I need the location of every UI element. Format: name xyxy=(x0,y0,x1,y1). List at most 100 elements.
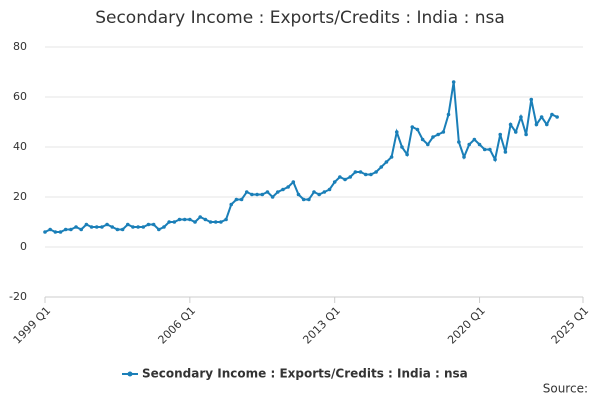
point xyxy=(229,202,234,207)
x-tick-label: 2013 Q1 xyxy=(300,304,343,347)
point xyxy=(322,190,327,194)
point xyxy=(157,227,161,232)
x-tick-label: 2025 Q1 xyxy=(549,304,592,347)
point xyxy=(462,155,466,159)
point xyxy=(426,142,430,147)
point xyxy=(384,160,389,164)
point xyxy=(244,190,249,194)
x-tick-label: 2006 Q1 xyxy=(156,304,199,347)
point xyxy=(327,187,332,192)
point xyxy=(332,180,337,184)
point xyxy=(415,127,420,132)
point xyxy=(400,145,404,149)
y-tick-label: 20 xyxy=(13,190,27,203)
point xyxy=(141,225,146,229)
point xyxy=(203,217,208,222)
point xyxy=(270,195,275,199)
point xyxy=(394,130,399,134)
point xyxy=(188,217,192,222)
point xyxy=(457,140,461,144)
point xyxy=(369,172,373,177)
y-tick-label: -20 xyxy=(9,290,27,303)
point xyxy=(498,132,503,137)
point xyxy=(317,192,321,197)
point xyxy=(286,185,290,189)
point xyxy=(389,155,394,159)
point xyxy=(519,115,523,119)
point xyxy=(125,222,130,227)
point xyxy=(94,225,99,229)
point xyxy=(503,150,508,154)
point xyxy=(219,220,223,224)
point xyxy=(493,157,497,162)
point xyxy=(436,132,440,137)
point xyxy=(177,217,182,222)
y-tick-label: 60 xyxy=(13,90,27,103)
point xyxy=(275,190,280,194)
point xyxy=(58,230,63,234)
point xyxy=(291,180,296,184)
point xyxy=(312,190,316,194)
point xyxy=(89,225,94,229)
point xyxy=(120,227,125,232)
point xyxy=(379,165,384,169)
point xyxy=(441,130,446,134)
point xyxy=(110,225,115,229)
point xyxy=(353,170,358,174)
point xyxy=(477,142,482,147)
point xyxy=(307,197,311,202)
line xyxy=(44,81,558,233)
point xyxy=(193,220,197,224)
point xyxy=(100,225,104,229)
point xyxy=(374,170,378,174)
point xyxy=(363,172,368,177)
x-tick-label: 2020 Q1 xyxy=(445,304,488,347)
point xyxy=(550,112,554,117)
point xyxy=(508,122,513,127)
point xyxy=(301,197,306,202)
point xyxy=(482,147,487,152)
point xyxy=(105,222,109,227)
point xyxy=(255,192,259,197)
y-tick-label: 40 xyxy=(13,140,27,153)
point xyxy=(348,175,353,179)
point xyxy=(555,115,559,119)
source-label: Source: xyxy=(543,382,588,396)
point xyxy=(43,230,47,234)
point xyxy=(250,192,254,197)
point xyxy=(53,230,58,234)
point xyxy=(48,227,52,232)
point xyxy=(405,152,409,157)
point xyxy=(544,122,549,127)
point xyxy=(343,177,347,182)
point xyxy=(239,197,244,202)
point xyxy=(420,137,425,142)
point xyxy=(431,135,435,139)
point xyxy=(198,215,202,219)
point xyxy=(151,222,156,227)
x-tick-label: 1999 Q1 xyxy=(11,304,54,347)
point xyxy=(529,97,534,102)
point xyxy=(234,197,239,202)
point xyxy=(172,220,177,224)
point xyxy=(451,80,456,84)
legend-label: Secondary Income : Exports/Credits : Ind… xyxy=(142,367,468,381)
point xyxy=(115,227,120,232)
point xyxy=(84,222,89,227)
y-tick-label: 80 xyxy=(13,40,27,53)
y-tick-label: 0 xyxy=(20,240,27,253)
point xyxy=(74,225,78,229)
point xyxy=(182,217,187,222)
point xyxy=(162,225,166,229)
point xyxy=(338,175,342,179)
point xyxy=(281,187,285,192)
legend-marker xyxy=(127,371,133,377)
chart-title: Secondary Income : Exports/Credits : Ind… xyxy=(95,8,505,28)
point xyxy=(131,225,135,229)
point xyxy=(167,220,171,224)
point xyxy=(534,122,539,127)
point xyxy=(208,220,213,224)
point xyxy=(410,125,415,129)
point xyxy=(136,225,140,229)
